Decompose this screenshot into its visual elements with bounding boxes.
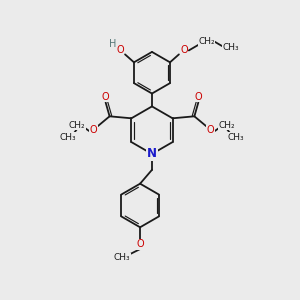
Text: CH₂: CH₂ <box>219 121 236 130</box>
Text: CH₃: CH₃ <box>114 254 130 262</box>
Text: O: O <box>102 92 110 101</box>
Text: O: O <box>90 125 98 135</box>
Text: O: O <box>136 239 144 249</box>
Text: O: O <box>180 45 188 56</box>
Text: CH₃: CH₃ <box>228 133 244 142</box>
Text: O: O <box>206 125 214 135</box>
Text: O: O <box>194 92 202 101</box>
Text: CH₂: CH₂ <box>69 121 85 130</box>
Text: N: N <box>147 148 157 160</box>
Text: O: O <box>116 45 124 56</box>
Text: H: H <box>110 40 117 50</box>
Text: CH₃: CH₃ <box>60 133 76 142</box>
Text: CH₃: CH₃ <box>222 43 239 52</box>
Text: CH₂: CH₂ <box>198 37 215 46</box>
